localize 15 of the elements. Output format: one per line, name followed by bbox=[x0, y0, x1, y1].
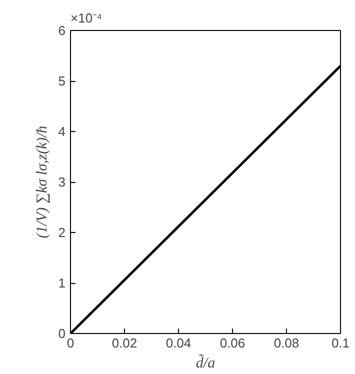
y-tick-label: 4 bbox=[58, 124, 66, 139]
text: ×10⁻⁴ bbox=[70, 10, 102, 26]
y-tick-label: 6 bbox=[58, 23, 66, 38]
x-tick-label: 0.1 bbox=[331, 336, 350, 350]
y-tick-label: 3 bbox=[58, 174, 66, 190]
x-tick-label: 0.02 bbox=[112, 336, 138, 350]
x-axis-title: d̃/a bbox=[196, 353, 216, 372]
x-tick-label: 0.06 bbox=[220, 336, 246, 350]
y-tick-label: 1 bbox=[58, 276, 66, 290]
y-axis-title: (1/V) ∑kσ lσ,z(k)/ħ bbox=[34, 126, 50, 238]
x-tick-label: 0.08 bbox=[274, 336, 300, 350]
y-tick-label: 0 bbox=[58, 326, 66, 341]
y-tick-label: 5 bbox=[58, 74, 66, 88]
y-tick-label: 2 bbox=[58, 225, 66, 240]
x-tick-label: 0.04 bbox=[166, 336, 192, 350]
